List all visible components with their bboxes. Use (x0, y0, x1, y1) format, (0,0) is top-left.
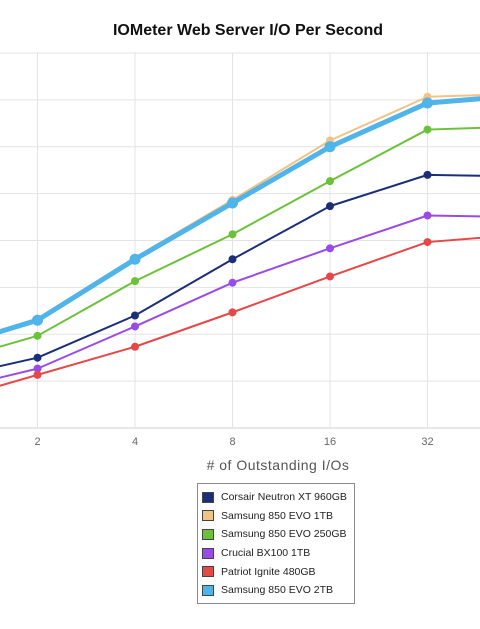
legend-swatch (202, 528, 214, 540)
x-tick-label: 2 (34, 436, 40, 448)
legend-item[interactable]: Patriot Ignite 480GB (202, 562, 350, 581)
legend: Corsair Neutron XT 960GB Samsung 850 EVO … (197, 483, 355, 604)
legend-swatch (202, 510, 214, 522)
x-tick-label: 16 (324, 436, 336, 448)
data-point (326, 202, 334, 211)
legend-item[interactable]: Samsung 850 EVO 2TB (202, 581, 350, 600)
legend-swatch (202, 566, 214, 578)
legend-item[interactable]: Crucial BX100 1TB (202, 544, 350, 563)
legend-label: Samsung 850 EVO 2TB (221, 584, 334, 597)
series-samsung-850-evo-250gb (0, 125, 480, 348)
data-point (423, 170, 432, 179)
legend-swatch (202, 547, 214, 559)
series-line (0, 236, 480, 387)
x-axis-ticks: 2 4 8 16 32 (34, 436, 433, 448)
series-line (0, 173, 480, 368)
x-tick-label: 4 (132, 436, 138, 448)
data-point (227, 197, 238, 209)
data-point (422, 97, 433, 109)
legend-label: Corsair Neutron XT 960GB (221, 491, 347, 504)
legend-swatch (202, 584, 214, 596)
data-point (228, 278, 237, 287)
legend-label: Samsung 850 EVO 1TB (221, 509, 334, 522)
chart-grid (0, 52, 480, 429)
series-patriot-ignite-480gb (0, 236, 480, 387)
x-tick-label: 8 (229, 436, 235, 448)
data-point (131, 277, 139, 286)
series-crucial-bx100-1tb (0, 211, 480, 379)
series-line (0, 126, 480, 348)
legend-item[interactable]: Samsung 850 EVO 250GB (202, 525, 350, 544)
data-point (33, 364, 42, 373)
legend-label: Crucial BX100 1TB (221, 547, 311, 560)
series-samsung-850-evo-2tb (0, 96, 480, 335)
data-point (423, 125, 432, 134)
data-point (32, 314, 43, 326)
data-point (131, 322, 139, 331)
legend-label: Samsung 850 EVO 250GB (221, 528, 347, 541)
data-point (228, 255, 237, 264)
data-point (228, 308, 237, 317)
x-axis-label: # of Outstanding I/Os (207, 457, 350, 473)
chart-series (0, 92, 480, 387)
legend-swatch (202, 491, 214, 503)
series-corsair-neutron-xt-960gb (0, 170, 480, 368)
data-point (33, 331, 42, 340)
chart-title: IOMeter Web Server I/O Per Second (113, 22, 383, 39)
data-point (131, 311, 139, 320)
data-point (326, 272, 334, 281)
legend-item[interactable]: Samsung 850 EVO 1TB (202, 507, 350, 526)
legend-label: Patriot Ignite 480GB (221, 565, 316, 578)
data-point (131, 342, 139, 351)
data-point (423, 211, 432, 220)
data-point (326, 244, 334, 253)
data-point (33, 370, 42, 379)
data-point (129, 253, 141, 265)
legend-item[interactable]: Corsair Neutron XT 960GB (202, 488, 350, 507)
data-point (228, 230, 237, 239)
data-point (33, 353, 42, 362)
x-tick-label: 32 (421, 436, 433, 448)
data-point (423, 238, 432, 247)
data-point (326, 177, 334, 186)
data-point (324, 141, 336, 153)
